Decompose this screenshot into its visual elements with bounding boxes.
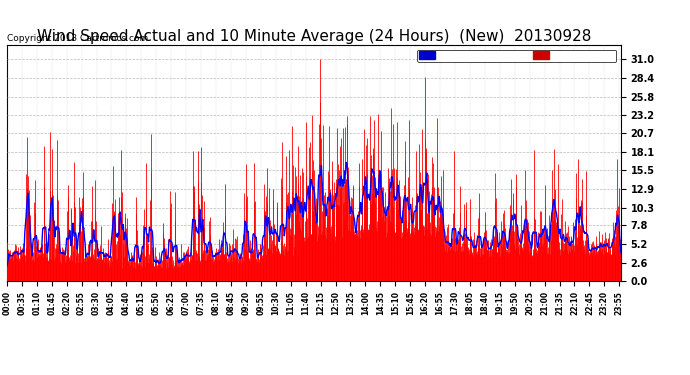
Legend: 10 Min Avg  (mph), Wind  (mph): 10 Min Avg (mph), Wind (mph) xyxy=(417,50,616,62)
Title: Wind Speed Actual and 10 Minute Average (24 Hours)  (New)  20130928: Wind Speed Actual and 10 Minute Average … xyxy=(37,29,591,44)
Text: Copyright 2013 Cartronics.com: Copyright 2013 Cartronics.com xyxy=(7,34,148,43)
